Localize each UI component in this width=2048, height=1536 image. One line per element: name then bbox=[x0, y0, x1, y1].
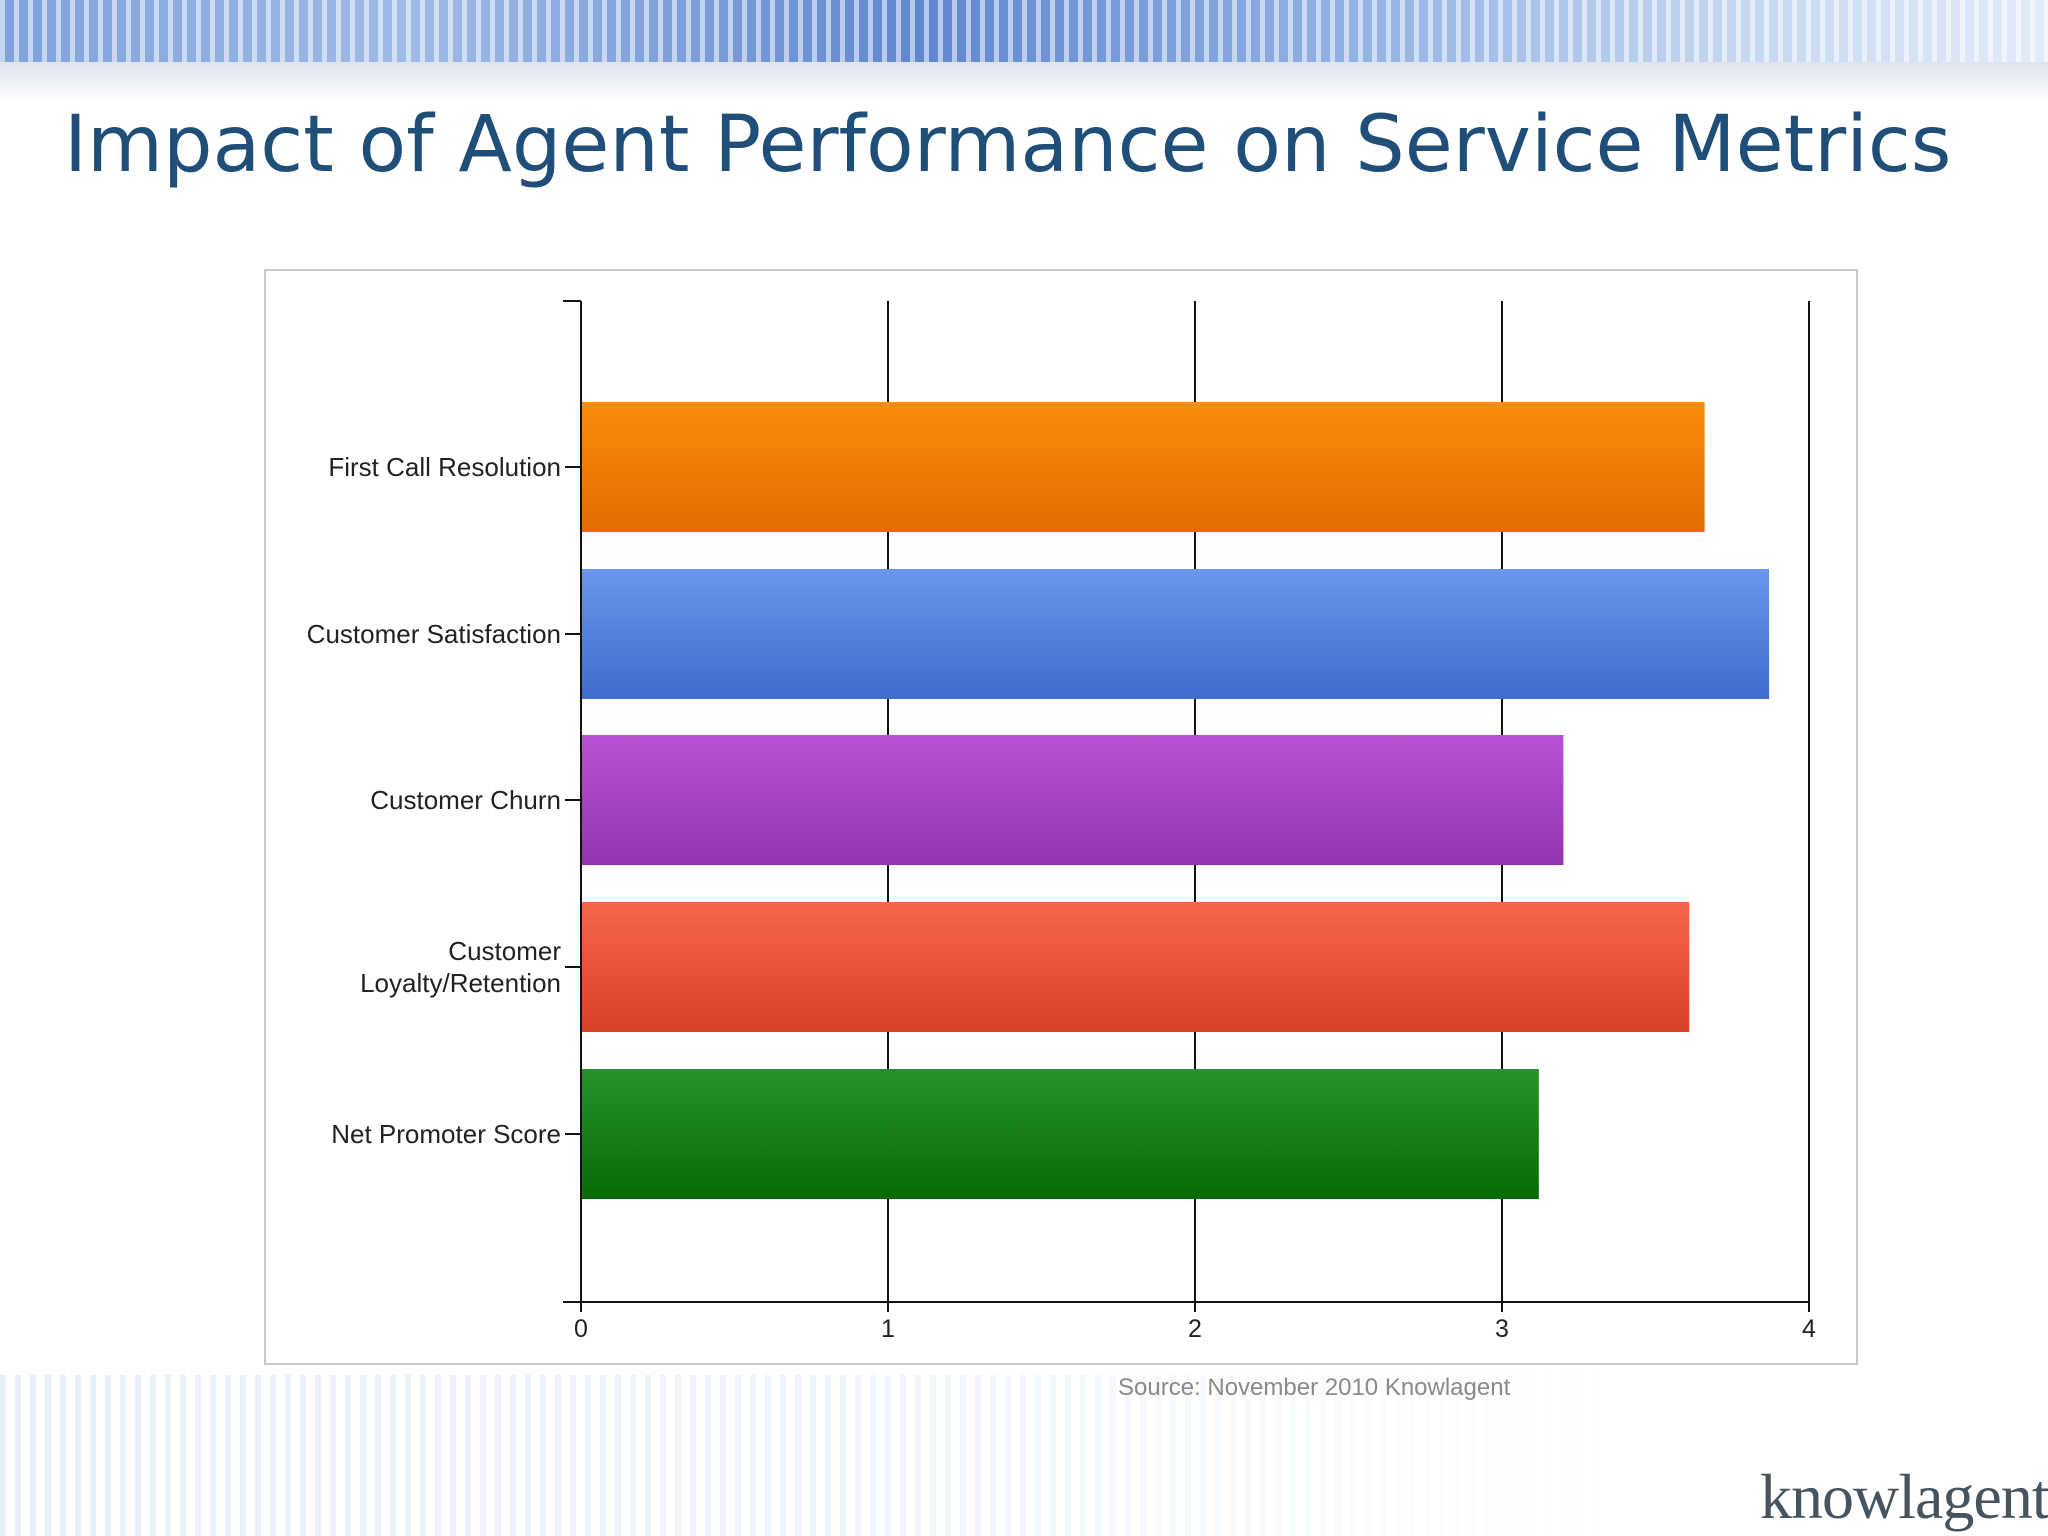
x-tick-label-2: 2 bbox=[1188, 1315, 1202, 1343]
chart-frame: 0 1 2 3 4 First Call Resolution Customer Satis… bbox=[264, 269, 1858, 1365]
x-tick-label-3: 3 bbox=[1495, 1315, 1509, 1343]
bar-customer-satisfaction bbox=[581, 569, 1770, 699]
category-label-customer-loyalty-retention-line-2: Loyalty/Retention bbox=[360, 968, 561, 998]
footer-pattern bbox=[0, 1375, 1600, 1536]
bar-chart: 0 1 2 3 4 First Call Resolution Customer Satis… bbox=[307, 300, 1816, 1343]
x-tick-label-0: 0 bbox=[574, 1315, 588, 1343]
knowlagent-logo: knowlagent® bbox=[1760, 1460, 2048, 1534]
source-note: Source: November 2010 Knowlagent bbox=[1118, 1374, 1511, 1401]
bar-customer-churn bbox=[581, 735, 1564, 865]
category-label-customer-loyalty-retention-line-1: Customer bbox=[448, 936, 561, 966]
bar-net-promoter-score bbox=[581, 1069, 1539, 1199]
bar-first-call-resolution bbox=[581, 402, 1705, 532]
bars bbox=[581, 402, 1770, 1199]
category-label-customer-satisfaction: Customer Satisfaction bbox=[307, 619, 561, 649]
header-shadow bbox=[0, 62, 2048, 102]
category-label-first-call-resolution: First Call Resolution bbox=[328, 452, 561, 482]
bar-customer-loyalty-retention bbox=[581, 902, 1690, 1032]
logo-text: knowlagent bbox=[1760, 1461, 2048, 1532]
x-tick-label-1: 1 bbox=[881, 1315, 895, 1343]
header-band bbox=[0, 0, 2048, 62]
axes: 0 1 2 3 4 First Call Resolution Customer Satis… bbox=[307, 300, 1816, 1343]
category-label-net-promoter-score: Net Promoter Score bbox=[331, 1119, 561, 1149]
x-tick-label-4: 4 bbox=[1802, 1315, 1816, 1343]
page-title: Impact of Agent Performance on Service M… bbox=[64, 100, 1952, 190]
category-label-customer-churn: Customer Churn bbox=[370, 785, 561, 815]
